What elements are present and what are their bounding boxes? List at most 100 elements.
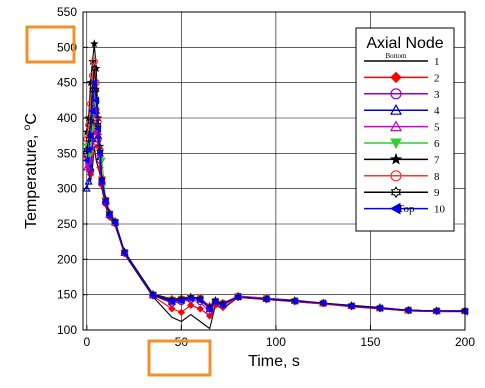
data-point-10 [148, 291, 156, 300]
legend-marker-7 [389, 152, 403, 165]
legend-item-10: 10 [364, 202, 446, 216]
data-point-2 [196, 305, 204, 313]
data-point-10 [86, 131, 94, 140]
y-axis-label: Temperature, oC [22, 113, 40, 229]
data-point-10 [404, 306, 412, 315]
data-point-2 [177, 308, 186, 317]
data-point-8 [90, 57, 98, 66]
legend-item-7: 7 [364, 152, 440, 166]
data-point-10 [111, 218, 119, 227]
legend-label-4: 4 [434, 105, 440, 117]
data-point-10 [167, 297, 175, 305]
y-tick-label: 350 [57, 146, 77, 160]
data-point-10 [205, 304, 213, 312]
y-tick-label: 500 [57, 40, 77, 54]
legend-label-10: 10 [434, 204, 446, 216]
data-point-10 [105, 210, 113, 219]
data-point-10 [120, 249, 128, 257]
legend-marker-9 [390, 186, 402, 199]
data-point-10 [177, 296, 185, 305]
legend-marker-2 [390, 71, 402, 84]
data-point-4 [84, 177, 93, 185]
legend-label-8: 8 [434, 171, 440, 183]
data-point-10 [97, 177, 105, 185]
data-point-10 [95, 149, 103, 158]
y-tick-label: 200 [57, 252, 77, 266]
data-point-9 [90, 64, 98, 73]
series-line-10 [86, 82, 466, 313]
legend-label-7: 7 [434, 154, 440, 166]
series-10 [82, 78, 468, 316]
data-point-10 [218, 300, 226, 309]
legend: Axial Node 1 2 3 4 5 6 7 8 9 10 Bottom Top [355, 27, 455, 232]
data-point-10 [432, 307, 440, 315]
data-point-5 [82, 163, 91, 171]
legend-marker-4 [389, 103, 403, 115]
legend-item-1: 1 [364, 56, 440, 68]
plot-frame [82, 11, 466, 331]
legend-label-6: 6 [434, 138, 440, 150]
data-point-2 [187, 301, 195, 309]
legend-label-1: 1 [434, 56, 440, 68]
highlight-box-x50 [147, 339, 212, 377]
x-tick-label: 150 [360, 335, 380, 349]
legend-marker-3 [390, 88, 402, 100]
legend-item-4: 4 [364, 103, 440, 117]
data-point-10 [262, 295, 270, 303]
data-point-10 [92, 96, 100, 105]
legend-label-2: 2 [434, 72, 440, 84]
data-point-10 [211, 297, 219, 306]
legend-box [355, 27, 455, 232]
data-point-7 [82, 127, 91, 136]
data-point-10 [347, 302, 355, 310]
data-point-10 [196, 295, 204, 304]
legend-marker-10 [389, 202, 401, 215]
legend-item-3: 3 [364, 88, 440, 101]
data-point-10 [319, 299, 327, 307]
data-point-7 [90, 39, 99, 48]
data-point-2 [168, 305, 176, 313]
data-point-10 [101, 197, 109, 206]
legend-marker-8 [390, 170, 402, 182]
legend-marker-6 [390, 138, 402, 150]
legend-item-8: 8 [364, 170, 440, 183]
x-tick-label: 0 [83, 335, 90, 349]
y-axis-label-main: Temperature, [23, 130, 40, 229]
legend-item-6: 6 [364, 138, 440, 150]
legend-top-label: Top [398, 203, 415, 215]
y-tick-label: 450 [57, 76, 77, 90]
y-tick-label: 150 [57, 288, 77, 302]
legend-label-3: 3 [434, 89, 440, 101]
data-point-7 [88, 57, 97, 66]
y-tick-label: 100 [57, 323, 77, 337]
legend-label-5: 5 [434, 122, 440, 134]
y-axis-label-unit: C [23, 113, 40, 125]
x-axis-label: Time, s [248, 353, 300, 370]
legend-bottom-label: Bottom [385, 52, 407, 60]
legend-items: 1 2 3 4 5 6 7 8 9 10 Bottom Top [364, 52, 446, 216]
data-point-4 [86, 163, 95, 171]
data-point-10 [375, 304, 383, 312]
y-tick-label: 300 [57, 182, 77, 196]
data-point-10 [290, 297, 298, 305]
legend-title: Axial Node [366, 35, 443, 52]
data-point-8 [86, 100, 95, 108]
y-axis-label-sup: o [22, 124, 33, 130]
x-tick-label: 100 [266, 335, 286, 349]
y-tick-label: 250 [57, 217, 77, 231]
legend-item-9: 9 [364, 186, 440, 199]
data-point-10 [82, 156, 90, 165]
legend-item-5: 5 [364, 120, 440, 134]
y-tick-label: 400 [57, 111, 77, 125]
data-point-10 [88, 107, 96, 115]
y-tick-label: 550 [57, 5, 77, 19]
data-point-10 [234, 292, 241, 301]
data-point-10 [90, 78, 98, 87]
highlight-box-y500 [25, 25, 76, 64]
data-point-10 [186, 294, 194, 303]
legend-marker-5 [389, 120, 403, 132]
data-point-10 [94, 124, 102, 133]
data-point-10 [84, 145, 92, 154]
data-point-9 [87, 117, 95, 126]
